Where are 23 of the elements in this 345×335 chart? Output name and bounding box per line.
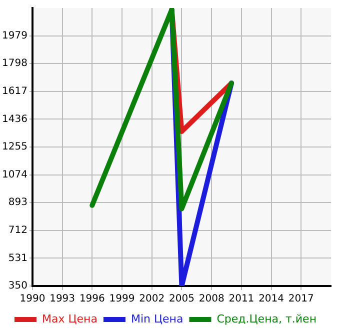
y-tick-label: 1074 — [2, 169, 28, 180]
y-tick-label: 350 — [8, 280, 28, 292]
legend-label: Max Цена — [42, 312, 98, 326]
x-tick-label: 2008 — [198, 294, 224, 305]
x-tick-label: 2002 — [139, 294, 165, 305]
x-tick-label: 2005 — [169, 294, 194, 305]
y-tick-label: 1798 — [2, 58, 28, 70]
y-tick-label: 712 — [8, 224, 28, 236]
x-tick-label: 1990 — [20, 294, 46, 305]
x-tick-label: 1993 — [50, 294, 76, 305]
y-tick-label: 1436 — [2, 114, 28, 125]
y-tick-label: 1979 — [2, 30, 28, 42]
x-tick-label: 2017 — [288, 294, 314, 305]
legend-label: Сред.Цена, т.йен — [216, 312, 317, 326]
x-tick-label: 2014 — [258, 294, 284, 305]
y-tick-label: 1255 — [2, 142, 28, 153]
x-tick-label: 1999 — [109, 294, 135, 305]
y-tick-label: 893 — [8, 197, 28, 208]
y-tick-label: 1617 — [2, 86, 28, 97]
x-tick-label: 2011 — [228, 294, 254, 305]
legend-label: Min Цена — [130, 312, 184, 326]
x-tick-label: 1996 — [79, 294, 105, 305]
y-tick-label: 531 — [8, 252, 28, 264]
